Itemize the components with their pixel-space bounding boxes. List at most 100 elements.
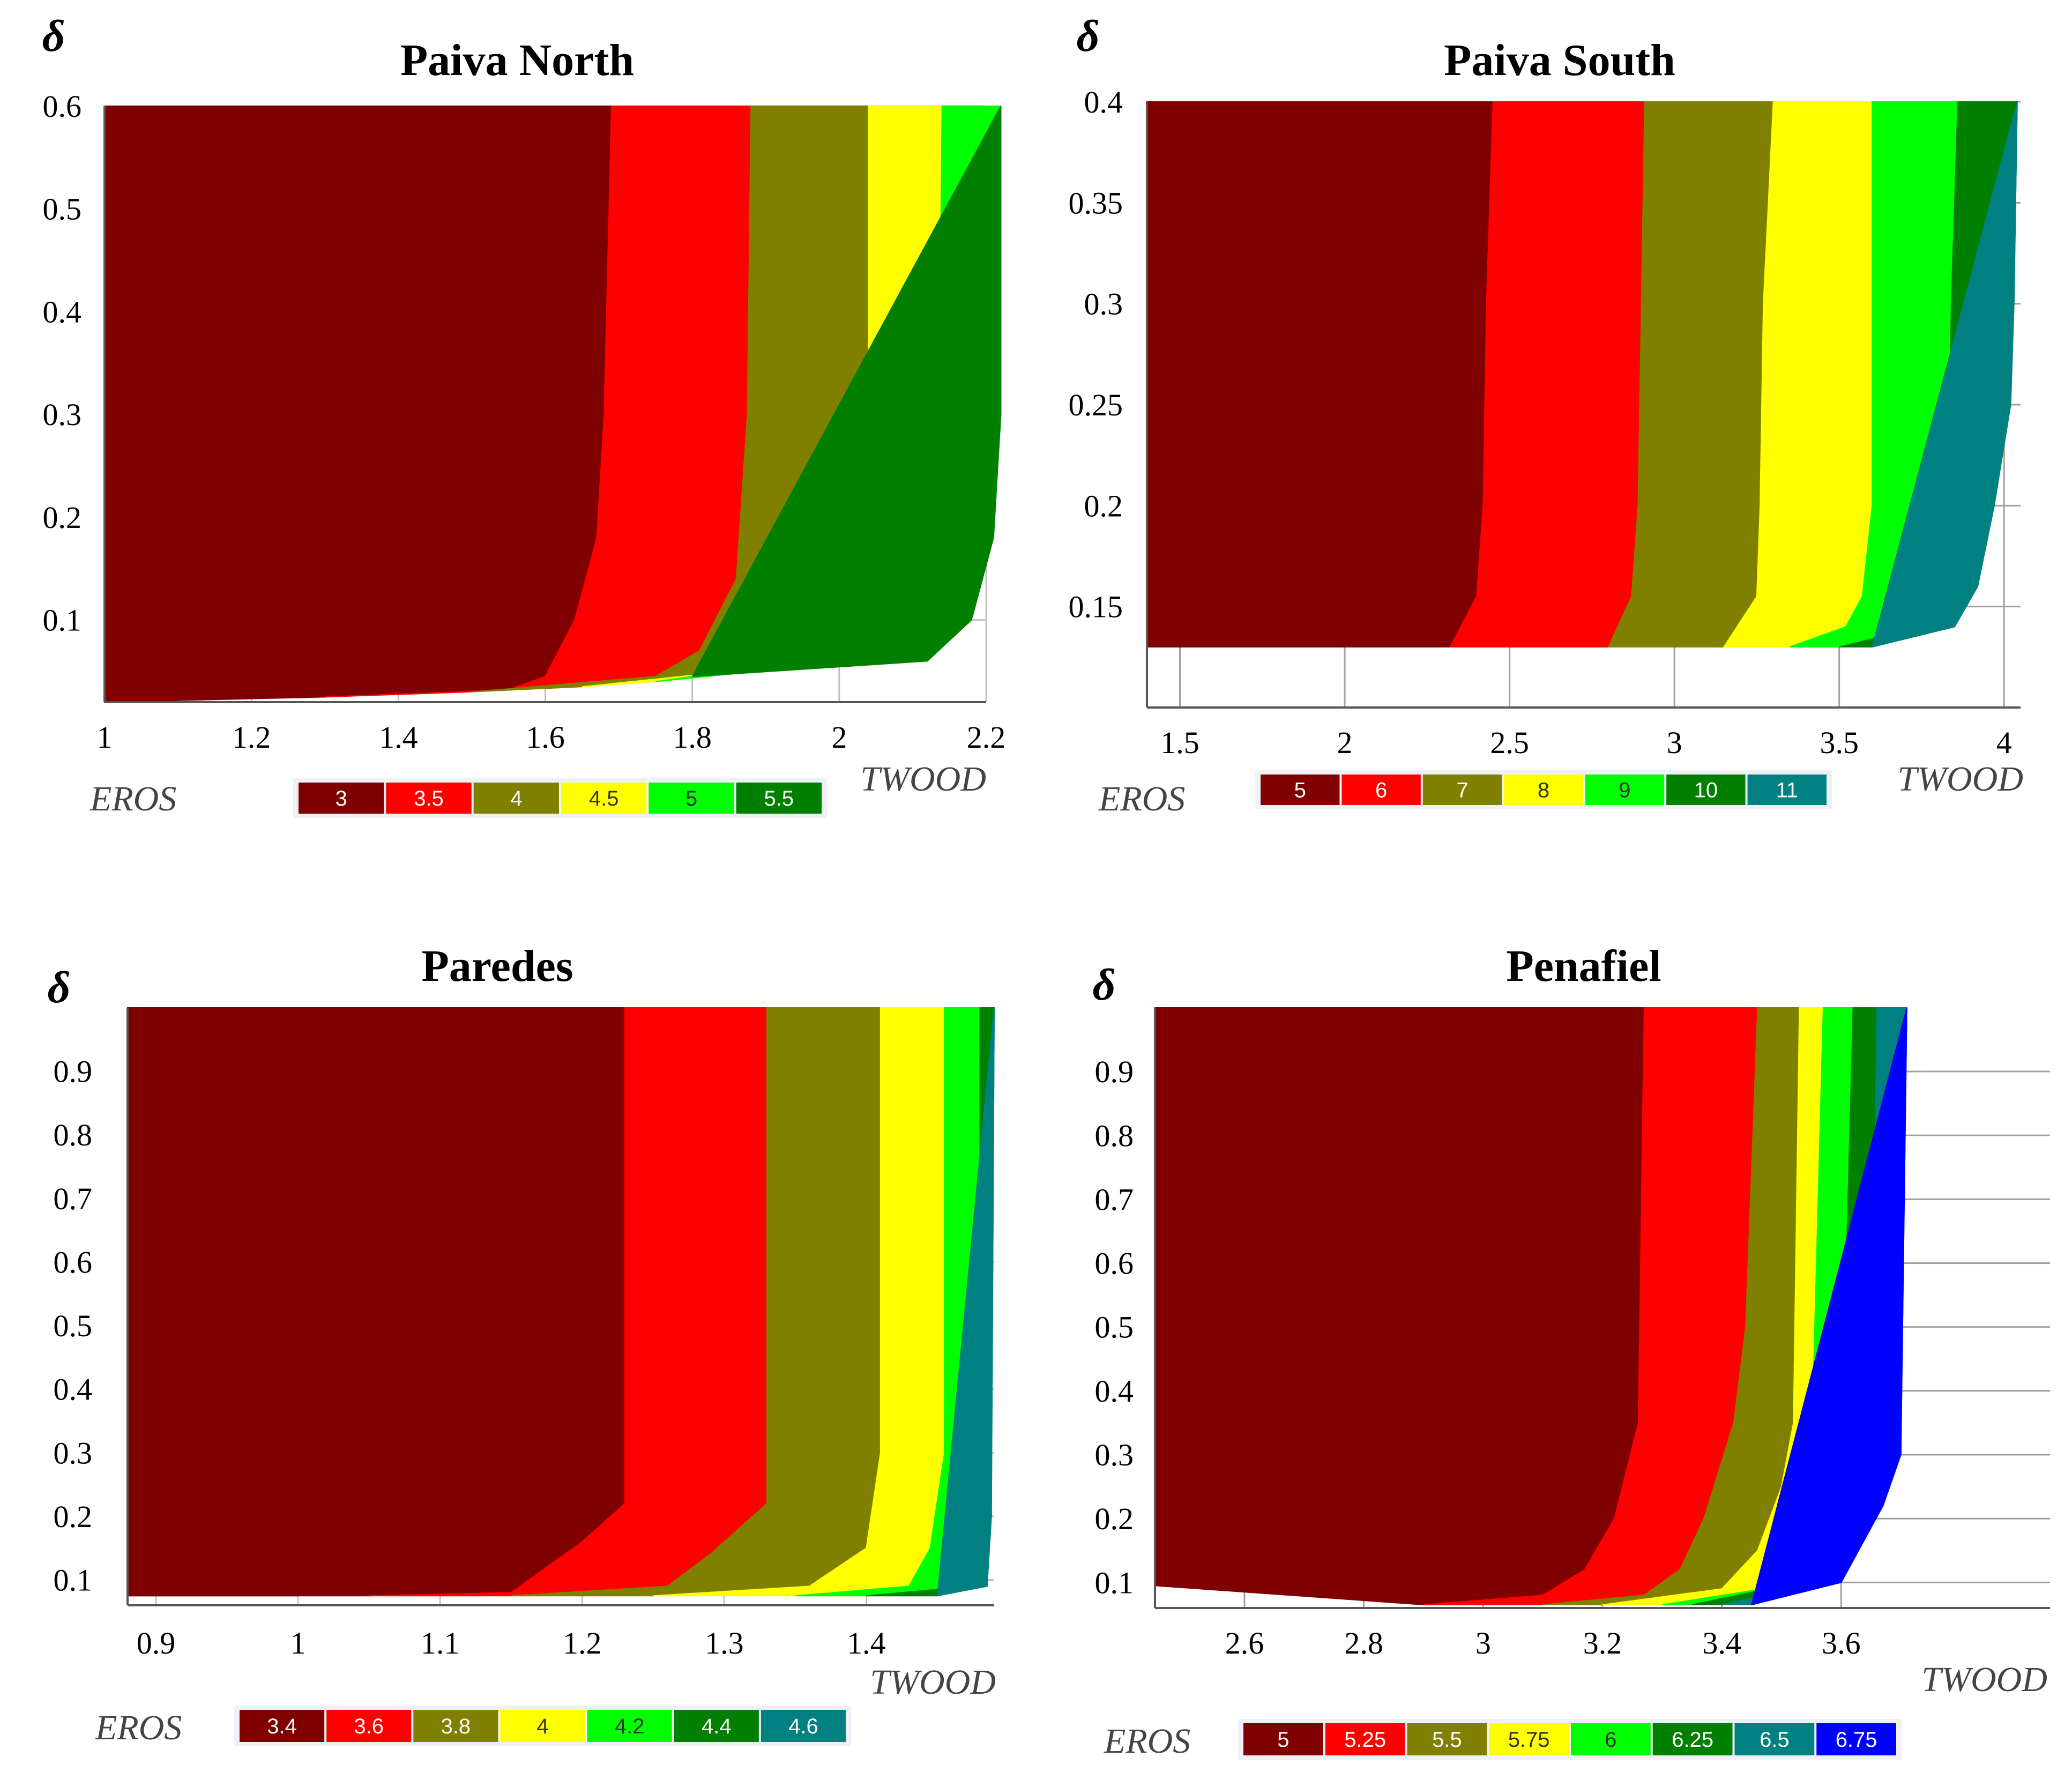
penafiel-y-tick-label-4: 0.5 (1095, 1310, 1134, 1345)
paredes-y-tick-label-0: 0.1 (54, 1563, 93, 1598)
paiva-north-x-tick-label-6: 2.2 (967, 720, 1006, 755)
paiva-south-x-tick-label-4: 3.5 (1820, 725, 1859, 760)
paiva-north-y-tick-label-0: 0.1 (43, 603, 82, 638)
paiva-north-x-axis-label: TWOOD (860, 760, 986, 799)
penafiel-title: Penafiel (1506, 941, 1661, 991)
penafiel-legend-swatch-5-75 (1489, 1723, 1569, 1755)
paiva-south-region-level-5 (1228, 101, 1494, 647)
penafiel-legend-label-5: 5 (1277, 1728, 1289, 1752)
paredes-x-tick-label-2: 1.1 (421, 1626, 460, 1661)
paiva-south-x-tick-label-2: 2.5 (1490, 725, 1529, 760)
paredes-x-tick-label-0: 0.9 (137, 1626, 176, 1661)
paredes-legend-label-4-4: 4.4 (702, 1715, 732, 1738)
paredes-legend-swatch-4-6 (761, 1710, 846, 1742)
paiva-south-legend-label-10: 10 (1694, 779, 1718, 802)
penafiel-legend-label-6-25: 6.25 (1672, 1728, 1713, 1752)
paredes-x-tick-label-1: 1 (290, 1626, 306, 1661)
penafiel-legend: 5 5.25 5.5 5.75 6 6.25 6.5 6.75 (1238, 1719, 1902, 1760)
penafiel-x-tick-label-4: 3.4 (1702, 1626, 1741, 1661)
paiva-north-legend-label-4: 4 (510, 787, 522, 810)
paiva-north-legend-swatch-4 (473, 783, 559, 814)
chart-panel-paiva-north: Paiva North δ 1 1.2 1.4 1.6 1.8 2 2.2 0.1 0.2 0.3 0.… (42, 11, 1005, 818)
paiva-south-x-tick-label-0: 1.5 (1160, 725, 1199, 760)
paredes-y-tick-label-5: 0.6 (54, 1245, 93, 1279)
paiva-south-y-axis-symbol: δ (1076, 11, 1099, 61)
paredes-x-tick-label-5: 1.4 (847, 1626, 886, 1661)
penafiel-x-tick-label-3: 3.2 (1583, 1626, 1622, 1661)
paiva-south-legend-swatch-6 (1341, 775, 1421, 805)
paiva-south-legend-swatch-9 (1585, 775, 1665, 805)
paiva-south-legend-swatch-10 (1666, 775, 1746, 805)
paiva-north-legend-swatch-3 (299, 783, 384, 814)
paredes-legend-label-4-2: 4.2 (615, 1715, 645, 1738)
penafiel-legend-swatch-5-25 (1325, 1723, 1405, 1755)
paredes-legend-label-3-6: 3.6 (354, 1715, 384, 1738)
paredes-legend-swatch-3-6 (326, 1710, 412, 1742)
penafiel-region-level-5-base (1154, 1007, 1466, 1605)
paiva-north-legend-swatch-5 (649, 783, 734, 814)
chart-panel-paredes: Paredes δ 0.9 1 1.1 1.2 1.3 1.4 0.1 0.2 0.3 0.4 0.5 0… (47, 941, 996, 1747)
paiva-south-x-tick-label-5: 4 (1996, 725, 2012, 760)
paredes-legend-label-3-4: 3.4 (267, 1715, 297, 1738)
paiva-north-y-tick-label-1: 0.2 (43, 500, 82, 535)
penafiel-y-tick-label-8: 0.9 (1095, 1054, 1134, 1089)
penafiel-legend-label-5-25: 5.25 (1344, 1728, 1386, 1752)
penafiel-legend-swatch-6 (1571, 1723, 1651, 1755)
paredes-legend-label-4-6: 4.6 (788, 1715, 818, 1738)
paiva-north-legend-label-4-5: 4.5 (589, 787, 619, 810)
paiva-south-legend-label-8: 8 (1538, 779, 1549, 802)
penafiel-x-tick-label-5: 3.6 (1822, 1626, 1861, 1661)
paredes-legend-swatch-4 (500, 1710, 585, 1742)
penafiel-legend-label-6-5: 6.5 (1760, 1728, 1790, 1752)
penafiel-y-axis-symbol: δ (1092, 960, 1115, 1010)
paiva-north-y-axis-symbol: δ (42, 11, 65, 61)
penafiel-legend-swatch-6-5 (1734, 1723, 1815, 1755)
paredes-region-level-3-4-base (127, 1007, 441, 1597)
paiva-north-y-tick-label-3: 0.4 (43, 294, 82, 329)
paiva-north-legend-swatch-4-5 (561, 783, 647, 814)
paredes-legend-label-4: 4 (536, 1715, 548, 1738)
penafiel-region-level-6-75 (1750, 1007, 1907, 1606)
paiva-south-legend-label-5: 5 (1294, 779, 1306, 802)
chart-panel-paiva-south: Paiva South δ 1.5 2 2.5 3 3.5 4 0.15 0.2 0.25 0.3 0.… (1069, 11, 2024, 818)
paiva-north-x-tick-label-5: 2 (831, 720, 847, 755)
paredes-y-tick-label-1: 0.2 (54, 1499, 93, 1534)
paiva-north-legend-label-5-5: 5.5 (764, 787, 794, 810)
paredes-legend-swatch-4-4 (674, 1710, 759, 1742)
paiva-south-x-axis-label: TWOOD (1897, 760, 2023, 799)
paredes-legend-swatch-4-2 (587, 1710, 672, 1742)
paiva-south-legend-swatch-5 (1261, 775, 1340, 805)
penafiel-x-axis-label: TWOOD (1921, 1660, 2047, 1699)
paiva-north-legend-label-3-5: 3.5 (414, 787, 444, 810)
paiva-north-region-level-5-5 (691, 106, 1002, 677)
paredes-legend-swatch-3-4 (240, 1710, 325, 1742)
paiva-north-y-tick-label-5: 0.6 (43, 89, 82, 124)
paiva-north-y-tick-label-4: 0.5 (43, 192, 82, 227)
paredes-y-tick-label-7: 0.8 (54, 1118, 93, 1152)
penafiel-legend-label-5-5: 5.5 (1432, 1728, 1462, 1752)
paredes-legend-label-3-8: 3.8 (441, 1715, 471, 1738)
penafiel-legend-swatch-5-5 (1407, 1723, 1487, 1755)
paiva-north-x-tick-label-1: 1.2 (232, 720, 271, 755)
penafiel-y-tick-label-3: 0.4 (1095, 1374, 1134, 1409)
paiva-north-legend-title: EROS (90, 779, 176, 818)
penafiel-legend-label-6: 6 (1605, 1728, 1616, 1752)
paiva-north-x-tick-label-0: 1 (97, 720, 113, 755)
chart-panel-penafiel: Penafiel δ 2.6 2.8 3 3.2 3.4 3.6 0.1 0.2 0.3 0.4 0.5… (1092, 941, 2050, 1761)
paredes-y-axis-symbol: δ (47, 963, 70, 1012)
penafiel-legend-swatch-5 (1243, 1723, 1323, 1755)
paredes-y-tick-label-2: 0.3 (54, 1435, 93, 1470)
penafiel-y-tick-label-6: 0.7 (1095, 1182, 1134, 1217)
paiva-south-region-level-5-base (1146, 101, 1266, 647)
paiva-south-legend-label-11: 11 (1776, 779, 1799, 802)
penafiel-y-tick-label-0: 0.1 (1095, 1565, 1134, 1600)
paiva-north-x-tick-label-3: 1.6 (526, 720, 565, 755)
paiva-north-legend: 3 3.5 4 4.5 5 5.5 (293, 778, 827, 818)
paiva-south-y-tick-label-1: 0.2 (1084, 488, 1123, 523)
penafiel-legend-swatch-6-75 (1816, 1723, 1896, 1755)
paiva-south-legend-label-7: 7 (1456, 779, 1468, 802)
paiva-south-legend-label-9: 9 (1619, 779, 1630, 802)
paredes-legend-title: EROS (95, 1708, 182, 1747)
penafiel-x-tick-label-2: 3 (1475, 1626, 1491, 1661)
